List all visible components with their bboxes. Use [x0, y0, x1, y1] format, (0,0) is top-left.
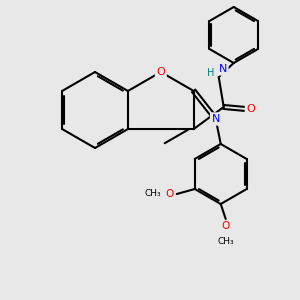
Text: CH₃: CH₃ — [144, 190, 161, 199]
Text: N: N — [218, 64, 227, 74]
Text: O: O — [246, 104, 255, 114]
Text: N: N — [212, 114, 220, 124]
Text: O: O — [222, 221, 230, 231]
Text: CH₃: CH₃ — [218, 236, 234, 245]
Text: O: O — [166, 189, 174, 199]
Text: O: O — [156, 67, 165, 77]
Text: H: H — [207, 68, 214, 78]
